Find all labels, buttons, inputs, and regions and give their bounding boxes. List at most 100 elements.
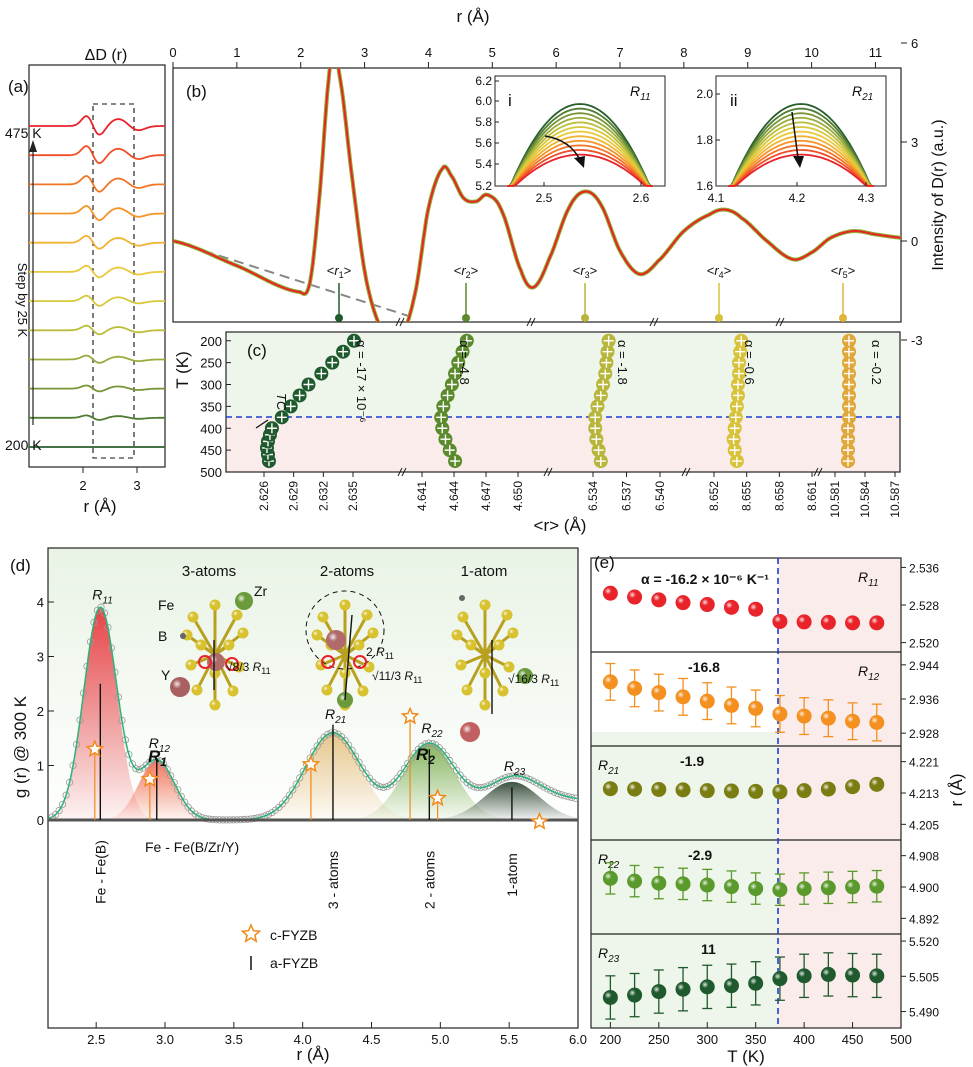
panel-c-point-cross xyxy=(843,434,853,445)
peak-label-r1-r: r xyxy=(334,263,339,278)
cluster-1-atom-fe-2-highlight xyxy=(501,609,513,621)
panel-e-point-R21-350 xyxy=(748,783,764,799)
panel-e-name-sub: 22 xyxy=(607,860,620,871)
bottom-label-1-atom: 1-atom xyxy=(504,853,520,897)
panel-e-xtick-400: 400 xyxy=(793,1032,815,1047)
panel-c-point-cross xyxy=(338,346,349,357)
panel-c-point-2-0 xyxy=(448,454,463,469)
panel-c-point-cross xyxy=(450,456,461,467)
panel-c-ytick-250: 250 xyxy=(200,356,222,371)
panel-c-xtick-4.644: 4.644 xyxy=(447,481,461,511)
panel-c-point-3-7 xyxy=(596,377,611,392)
cluster-1-atom-fe-2 xyxy=(501,609,513,621)
panel-d-peak-fill-R11 xyxy=(48,607,183,820)
panel-d-peak-name-sub: 12 xyxy=(159,744,171,755)
panel-c-point-2-4 xyxy=(434,410,449,425)
panel-d-data-circle xyxy=(289,786,297,794)
peak-label-r3: <r3> xyxy=(573,263,598,280)
panel-e-ytick-2.944: 2.944 xyxy=(909,659,939,673)
panel-d-data-circle xyxy=(163,765,171,774)
panel-d-data-circle xyxy=(484,782,492,790)
panel-e-alpha-R21: -1.9 xyxy=(680,753,704,769)
panel-b-xtick-1: 1 xyxy=(233,45,240,60)
panel-e-point-R21-425 xyxy=(820,781,836,797)
cluster-1-atom-fe-7 xyxy=(479,667,491,679)
inset-i-ticks: 6.2 6.0 5.8 5.6 5.4 5.2 2.5 2.6 xyxy=(475,74,649,205)
panel-e-point-R12-425-highlight xyxy=(820,710,836,726)
inset-i-curves-curve-4 xyxy=(507,121,653,187)
panel-d-ylabel: g (r) @ 300 K xyxy=(11,695,30,798)
panel-e-point-R22-275-highlight xyxy=(675,876,691,892)
panel-e-name-sub: 12 xyxy=(868,672,880,683)
panel-a-xtick-3: 3 xyxy=(133,478,140,493)
panel-c-point-4-8 xyxy=(732,366,747,381)
panel-c-point-1-8 xyxy=(292,388,307,403)
panel-d-data-circle xyxy=(491,779,499,787)
panel-e-point-R12-275-highlight xyxy=(675,689,691,705)
panel-e-ytick-5.520: 5.520 xyxy=(909,935,939,949)
panel-c-xtick-2.626: 2.626 xyxy=(257,481,271,511)
panel-e-ytick-5.505: 5.505 xyxy=(909,970,939,984)
panel-e-ytick-4.221: 4.221 xyxy=(909,756,939,770)
panel-e-point-R23-375 xyxy=(772,971,788,987)
cluster-3-atoms-fe-4 xyxy=(237,627,249,639)
panel-d-xtick-4.0: 4.0 xyxy=(294,1032,312,1047)
panel-e-point-R12-425 xyxy=(820,710,836,726)
panel-c-point-cross xyxy=(844,357,854,368)
cluster-3-atoms-fe-6-highlight xyxy=(223,639,235,651)
panel-b-xtick-8: 8 xyxy=(680,45,687,60)
panel-c-point-1-9 xyxy=(301,377,316,392)
cluster-3-y xyxy=(170,677,190,697)
cluster-3-center-highlight xyxy=(207,653,225,671)
panel-d-xlabel: r (Å) xyxy=(296,1045,329,1064)
panel-b-axis-break-0 xyxy=(395,317,405,327)
inset-ii-ticks-xtick-2: 4.3 xyxy=(858,191,875,205)
panel-a-curve-475K xyxy=(29,115,165,136)
panel-c-point-cross xyxy=(843,456,853,467)
panel-e-point-R12-250-highlight xyxy=(651,685,667,701)
panel-d-ytick-1: 1 xyxy=(37,759,44,774)
panel-c-axis-break-3 xyxy=(813,467,823,477)
panel-d-legend: c-FYZB a-FYZB xyxy=(240,923,318,971)
panel-d-bottom-labels: Fe - Fe(B) Fe - Fe(B/Zr/Y) 3 - atoms 2 - at… xyxy=(92,839,520,909)
panel-c-point-2-9 xyxy=(451,355,466,370)
panel-e-point-R11-375-highlight xyxy=(772,613,788,629)
panel-d-data-circle xyxy=(62,791,70,799)
inset-i-ticks-ytick-5: 5.2 xyxy=(475,179,492,193)
panel-d-xtick-3.5: 3.5 xyxy=(225,1032,243,1047)
panel-c-point-cross xyxy=(590,412,601,423)
panel-e-xtick-250: 250 xyxy=(648,1032,670,1047)
panel-c-ytick-400: 400 xyxy=(200,421,222,436)
panel-e-point-R22-375-highlight xyxy=(772,882,788,898)
cluster-1-atom-fe-11-highlight xyxy=(497,685,509,697)
panel-e-ytick-4.213: 4.213 xyxy=(909,787,939,801)
panel-a-step-label: Step by 25 K xyxy=(15,263,30,338)
panel-c-xtick-2.635: 2.635 xyxy=(346,481,360,511)
cluster-2-atoms-fe-3-highlight xyxy=(311,629,323,641)
cluster-2-atoms-fe-6 xyxy=(353,639,365,651)
panel-d-data-circle xyxy=(181,798,189,806)
panel-d-data-circle xyxy=(174,786,182,794)
inset-ii-ticks: 2.0 1.8 1.64.1 4.2 4.3 xyxy=(696,87,874,205)
panel-d-data-circle xyxy=(358,764,367,772)
panel-e-point-R21-250 xyxy=(651,781,667,797)
panel-c-ylabel: T (K) xyxy=(173,351,192,388)
panel-e-xticks: 200 250 300 350 400 450 500 xyxy=(600,1022,912,1047)
panel-e-subplots: 2.5362.5282.520R112.9442.9362.928R12-16.… xyxy=(598,561,939,1020)
peak-label-r5-close: > xyxy=(848,263,856,278)
panel-e-point-R12-475-highlight xyxy=(869,715,885,730)
panel-c-tc-label: TC xyxy=(274,393,289,411)
panel-e-point-R11-300-highlight xyxy=(699,597,715,613)
inset-i-curves-curve-10 xyxy=(507,149,653,187)
panel-c-tc-arrow xyxy=(255,419,269,429)
inset-ii-ticks-xtick-0: 4.1 xyxy=(708,191,725,205)
cluster-2-atoms-fe-1 xyxy=(317,611,329,623)
inset-i-curves-curve-3 xyxy=(507,116,653,187)
cluster-1-atom-fe-6-highlight xyxy=(493,639,505,651)
cluster-2-atoms-fe-2 xyxy=(361,609,373,621)
panel-b-ytick-3: 3 xyxy=(911,135,918,150)
cluster-2-ring-b xyxy=(353,655,367,669)
panel-d-data-circle xyxy=(494,777,503,785)
panel-c-point-cross xyxy=(442,390,453,401)
